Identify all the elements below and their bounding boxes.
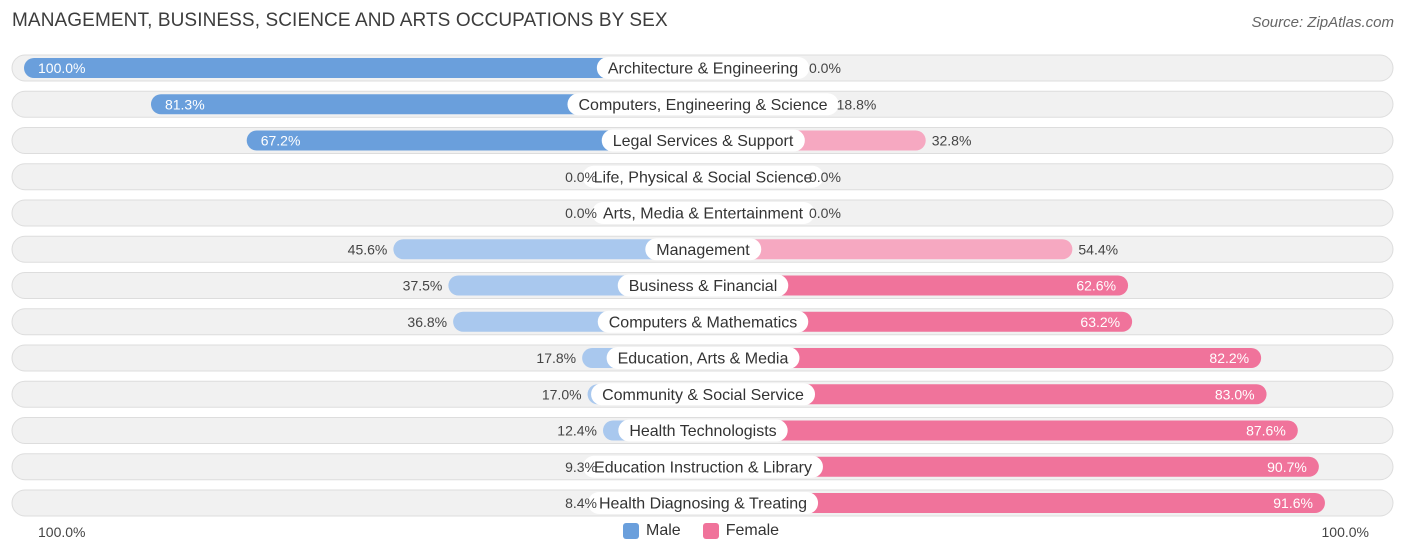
value-label-male: 100.0% — [38, 60, 85, 76]
category-label: Arts, Media & Entertainment — [603, 206, 804, 223]
bar-female — [703, 384, 1267, 405]
bar-female — [703, 275, 1129, 296]
value-label-female: 62.6% — [1076, 278, 1116, 294]
legend-label-male: Male — [646, 522, 681, 539]
category-label-pill — [606, 347, 800, 369]
bar-female — [703, 311, 1133, 332]
value-label-male: 67.2% — [261, 133, 301, 149]
value-label-male: 0.0% — [565, 205, 597, 221]
category-label: Computers & Mathematics — [609, 314, 798, 331]
category-label-pill — [591, 383, 816, 406]
value-label-male: 9.3% — [565, 459, 597, 475]
chart-plot: Architecture & Engineering 100.0% 0.0% Comp… — [11, 54, 1394, 517]
bar-female — [703, 456, 1319, 477]
category-label-pill — [583, 455, 823, 478]
category-label-pill — [591, 202, 815, 224]
value-label-male: 0.0% — [565, 169, 597, 185]
chart-source: Source: ZipAtlas.com — [1251, 14, 1394, 31]
category-label: Education, Arts & Media — [618, 351, 789, 368]
category-label-pill — [618, 419, 788, 442]
category-label: Life, Physical & Social Science — [594, 169, 813, 186]
value-label-male: 37.5% — [403, 278, 443, 294]
category-label-pill — [567, 93, 839, 116]
value-label-female: 32.8% — [932, 133, 972, 149]
category-label-pill — [601, 129, 805, 152]
category-label-pill — [587, 492, 819, 514]
bar-female — [703, 493, 1325, 513]
bar-male — [393, 239, 703, 260]
category-label-pill — [645, 238, 762, 261]
bar-female — [703, 420, 1298, 441]
legend-item-female: Female — [702, 522, 780, 540]
axis-left-label: 100.0% — [38, 524, 86, 540]
category-label: Community & Social Service — [602, 387, 804, 404]
value-label-male: 45.6% — [348, 241, 388, 257]
value-label-male: 17.0% — [542, 386, 582, 402]
value-label-female: 0.0% — [809, 169, 841, 185]
category-label: Computers, Engineering & Science — [578, 97, 827, 114]
value-label-female: 0.0% — [809, 60, 841, 76]
category-label-pill — [582, 165, 824, 188]
value-label-male: 8.4% — [565, 495, 597, 511]
legend-item-male: Male — [623, 522, 681, 540]
category-label: Education Instruction & Library — [594, 459, 812, 476]
value-label-male: 12.4% — [557, 423, 597, 439]
value-label-female: 63.2% — [1080, 314, 1120, 330]
category-label: Architecture & Engineering — [608, 61, 798, 78]
value-label-male: 17.8% — [536, 350, 576, 366]
legend-swatch-female — [702, 523, 719, 539]
category-label: Health Technologists — [629, 423, 776, 440]
axis-right-label: 100.0% — [1321, 524, 1369, 540]
value-label-female: 54.4% — [1078, 241, 1118, 257]
category-label: Management — [656, 242, 750, 259]
value-label-female: 87.6% — [1246, 423, 1286, 439]
bar-male — [150, 94, 703, 115]
category-label-pill — [617, 274, 789, 297]
category-label: Health Diagnosing & Treating — [599, 496, 807, 513]
value-label-female: 83.0% — [1215, 386, 1255, 402]
category-label-pill — [597, 310, 809, 333]
legend-swatch-male — [623, 523, 639, 539]
value-label-female: 82.2% — [1209, 350, 1249, 366]
chart-title: MANAGEMENT, BUSINESS, SCIENCE AND ARTS O… — [12, 10, 668, 31]
category-label-pill — [596, 57, 810, 79]
legend: Male Female — [623, 522, 801, 540]
value-label-female: 90.7% — [1267, 459, 1307, 475]
value-label-female: 91.6% — [1273, 495, 1313, 511]
category-label: Legal Services & Support — [613, 133, 794, 150]
value-label-male: 36.8% — [407, 314, 447, 330]
value-label-female: 18.8% — [837, 96, 877, 112]
legend-label-female: Female — [725, 522, 780, 539]
bar-female — [703, 348, 1262, 368]
bar-male — [246, 130, 703, 151]
category-label: Business & Financial — [629, 278, 778, 295]
value-label-male: 81.3% — [165, 96, 205, 112]
bar-female — [703, 239, 1073, 260]
bar-male — [24, 58, 703, 78]
value-label-female: 0.0% — [809, 205, 841, 221]
